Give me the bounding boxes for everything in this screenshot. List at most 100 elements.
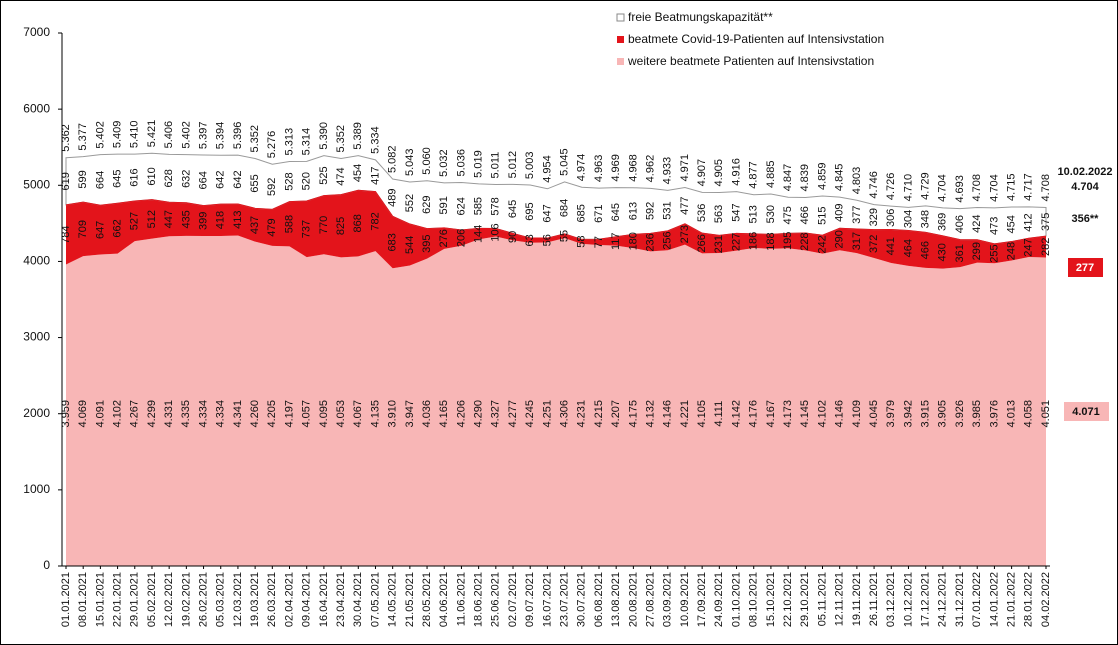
data-label: 4.145 [799,400,811,428]
x-tick-label: 19.03.2021 [249,572,261,627]
data-label: 4.111 [713,401,725,427]
data-label: 4.176 [748,400,760,428]
data-label: 664 [94,171,106,189]
x-tick-label: 02.04.2021 [283,572,295,627]
data-label: 4.251 [541,400,553,428]
data-label: 4.175 [627,400,639,428]
total-label: 4.916 [730,158,742,186]
x-tick-label: 03.09.2021 [662,572,674,627]
total-label: 5.362 [60,124,72,152]
x-tick-label: 01.01.2021 [60,572,72,627]
data-label: 236 [644,233,656,251]
total-label: 4.729 [920,172,932,200]
data-label: 685 [576,204,588,222]
data-label: 599 [77,170,89,188]
total-label: 5.352 [335,125,347,153]
data-label: 4.231 [576,400,588,428]
y-tick-label: 1000 [23,482,50,496]
x-tick-label: 10.12.2021 [902,572,914,627]
data-label: 430 [937,243,949,261]
data-label: 4.069 [77,400,89,428]
data-label: 399 [197,212,209,230]
x-tick-label: 08.01.2021 [77,572,89,627]
total-label: 5.313 [283,128,295,156]
area-base-cover [65,189,1047,245]
data-label: 255 [988,244,1000,262]
data-label: 3.959 [60,400,72,428]
data-label: 4.334 [197,400,209,428]
data-label: 4.205 [266,400,278,428]
data-label: 782 [369,212,381,230]
x-tick-label: 07.05.2021 [369,572,381,627]
data-label: 3.947 [404,400,416,428]
total-label: 4.715 [1006,173,1018,201]
data-label: 276 [438,229,450,247]
x-tick-label: 16.07.2021 [541,572,553,627]
data-label: 592 [266,178,278,196]
data-label: 709 [77,220,89,238]
data-label: 489 [387,188,399,206]
data-label: 645 [111,170,123,188]
data-label: 544 [404,236,416,254]
total-label: 5.421 [146,120,158,148]
data-label: 372 [868,235,880,253]
data-label: 671 [593,204,605,222]
data-label: 361 [954,244,966,262]
total-label: 5.409 [111,121,123,149]
x-tick-label: 17.12.2021 [920,572,932,627]
legend-label: freie Beatmungskapazität** [628,10,773,24]
data-label: 4.341 [232,400,244,428]
x-tick-label: 03.12.2021 [885,572,897,627]
y-tick-label: 7000 [23,25,50,39]
x-tick-label: 16.04.2021 [318,572,330,627]
x-tick-label: 13.08.2021 [610,572,622,627]
data-label: 4.102 [111,400,123,428]
data-label: 377 [851,205,863,223]
total-label: 5.352 [249,125,261,153]
data-label: 4.067 [352,400,364,428]
total-label: 4.708 [971,174,983,202]
data-label: 474 [335,167,347,185]
x-tick-label: 14.05.2021 [387,572,399,627]
total-label: 5.043 [404,148,416,176]
legend-marker [616,13,625,22]
total-label: 5.377 [77,123,89,151]
data-label: 409 [834,203,846,221]
total-label: 5.389 [352,122,364,150]
data-label: 610 [146,167,158,185]
x-tick-label: 17.09.2021 [696,572,708,627]
x-tick-label: 04.06.2021 [438,572,450,627]
total-label: 4.708 [1040,174,1052,202]
data-label: 479 [266,218,278,236]
x-tick-label: 20.08.2021 [627,572,639,627]
data-label: 629 [421,195,433,213]
data-label: 525 [318,166,330,184]
total-label: 5.012 [507,151,519,179]
data-label: 4.206 [455,400,467,428]
total-label: 5.410 [129,121,141,149]
area [66,190,1046,269]
data-label: 473 [988,217,1000,235]
data-label: 4.299 [146,400,158,428]
total-label: 4.969 [610,154,622,182]
total-label: 4.717 [1023,173,1035,201]
x-tick-label: 04.02.2022 [1040,572,1052,627]
data-label: 273 [679,225,691,243]
data-label: 3.926 [954,400,966,428]
legend-label: weitere beatmete Patienten auf Intensivs… [627,54,874,68]
annotation-box [1064,402,1109,421]
data-label: 4.057 [301,400,313,428]
data-label: 784 [60,226,72,244]
total-label: 5.082 [387,146,399,174]
total-label: 4.954 [541,155,553,183]
x-tick-label: 19.02.2021 [180,572,192,627]
x-tick-label: 12.02.2021 [163,572,175,627]
data-label: 4.105 [696,400,708,428]
data-label: 4.058 [1023,400,1035,428]
y-tick-label: 4000 [23,254,50,268]
data-label: 770 [318,216,330,234]
total-label: 4.933 [662,157,674,185]
y-tick-label: 0 [43,558,50,572]
x-tick-label: 31.12.2021 [954,572,966,627]
